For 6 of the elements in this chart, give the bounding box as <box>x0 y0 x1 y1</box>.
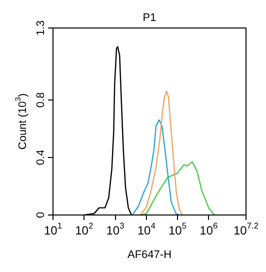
y-tick-label: 1.3 <box>35 20 48 36</box>
x-axis-title: AF647-H <box>127 249 172 262</box>
y-tick-label: 0.8 <box>35 92 48 108</box>
chart-title: P1 <box>142 12 156 24</box>
y-tick-label: 0 <box>35 212 48 218</box>
y-tick-label: 0.4 <box>35 150 48 166</box>
